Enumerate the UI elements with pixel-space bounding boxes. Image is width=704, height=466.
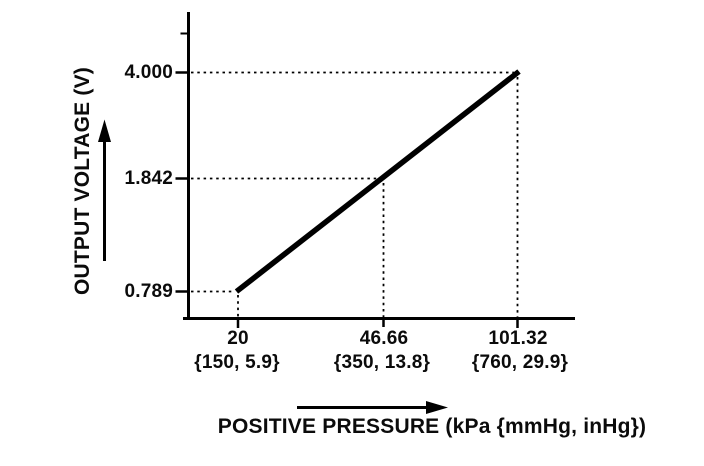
y-tick-label-1842: 1.842: [124, 168, 173, 189]
y-tick-label-0789: 0.789: [124, 281, 173, 302]
x-tick-label-10132: 101.32: [488, 328, 548, 349]
x-tick-sublabel-760-299: {760, 29.9}: [471, 352, 569, 373]
x-axis-title: POSITIVE PRESSURE (kPa {mmHg, inHg}): [217, 415, 647, 438]
right-arrow-icon: [297, 401, 448, 414]
x-tick-label-4666: 46.66: [359, 328, 409, 349]
x-tick-sublabel-150-59: {150, 5.9}: [194, 352, 280, 373]
x-tick-sublabel-350-138: {350, 13.8}: [333, 352, 431, 373]
up-arrow-icon: [98, 119, 111, 261]
x-tick-label-20: 20: [227, 328, 249, 349]
sensor-output-line: [234, 69, 521, 294]
y-axis-title: OUTPUT VOLTAGE (V): [71, 67, 94, 295]
y-tick-label-4000: 4.000: [124, 62, 173, 83]
